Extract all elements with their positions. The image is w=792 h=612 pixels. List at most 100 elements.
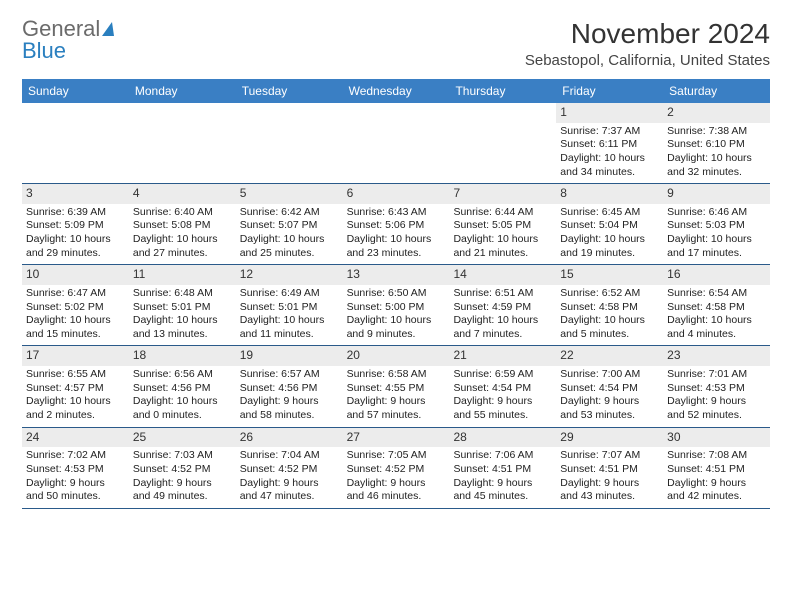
daylight-text: Daylight: 10 hours and 29 minutes. xyxy=(26,233,125,260)
sunrise-text: Sunrise: 7:05 AM xyxy=(347,449,446,463)
day-details: Sunrise: 6:49 AMSunset: 5:01 PMDaylight:… xyxy=(236,285,343,346)
day-cell: 2Sunrise: 7:38 AMSunset: 6:10 PMDaylight… xyxy=(663,103,770,183)
sunset-text: Sunset: 5:05 PM xyxy=(453,219,552,233)
day-header: Tuesday xyxy=(236,79,343,103)
sunrise-text: Sunrise: 7:37 AM xyxy=(560,125,659,139)
date-number xyxy=(22,103,129,107)
date-number: 11 xyxy=(129,265,236,285)
sunset-text: Sunset: 5:00 PM xyxy=(347,301,446,315)
date-number: 18 xyxy=(129,346,236,366)
sunset-text: Sunset: 4:53 PM xyxy=(26,463,125,477)
date-number xyxy=(343,103,450,107)
day-cell: 25Sunrise: 7:03 AMSunset: 4:52 PMDayligh… xyxy=(129,428,236,508)
day-header: Wednesday xyxy=(343,79,450,103)
sunset-text: Sunset: 5:02 PM xyxy=(26,301,125,315)
date-number: 24 xyxy=(22,428,129,448)
day-details: Sunrise: 6:48 AMSunset: 5:01 PMDaylight:… xyxy=(129,285,236,346)
sunrise-text: Sunrise: 6:58 AM xyxy=(347,368,446,382)
day-cell xyxy=(449,103,556,183)
sunrise-text: Sunrise: 6:47 AM xyxy=(26,287,125,301)
sunset-text: Sunset: 4:56 PM xyxy=(240,382,339,396)
daylight-text: Daylight: 10 hours and 34 minutes. xyxy=(560,152,659,179)
header: General Blue November 2024 Sebastopol, C… xyxy=(22,18,770,69)
day-details: Sunrise: 7:01 AMSunset: 4:53 PMDaylight:… xyxy=(663,366,770,427)
day-details: Sunrise: 6:58 AMSunset: 4:55 PMDaylight:… xyxy=(343,366,450,427)
sunset-text: Sunset: 4:51 PM xyxy=(560,463,659,477)
date-number: 26 xyxy=(236,428,343,448)
sunrise-text: Sunrise: 6:52 AM xyxy=(560,287,659,301)
date-number: 22 xyxy=(556,346,663,366)
day-cell xyxy=(236,103,343,183)
day-header: Sunday xyxy=(22,79,129,103)
sunset-text: Sunset: 5:06 PM xyxy=(347,219,446,233)
day-cell: 30Sunrise: 7:08 AMSunset: 4:51 PMDayligh… xyxy=(663,428,770,508)
daylight-text: Daylight: 10 hours and 17 minutes. xyxy=(667,233,766,260)
day-cell: 20Sunrise: 6:58 AMSunset: 4:55 PMDayligh… xyxy=(343,346,450,426)
day-header-row: SundayMondayTuesdayWednesdayThursdayFrid… xyxy=(22,79,770,103)
sunrise-text: Sunrise: 7:02 AM xyxy=(26,449,125,463)
date-number: 28 xyxy=(449,428,556,448)
date-number: 21 xyxy=(449,346,556,366)
day-details: Sunrise: 6:46 AMSunset: 5:03 PMDaylight:… xyxy=(663,204,770,265)
sunset-text: Sunset: 4:54 PM xyxy=(560,382,659,396)
date-number xyxy=(236,103,343,107)
date-number xyxy=(129,103,236,107)
day-details: Sunrise: 6:51 AMSunset: 4:59 PMDaylight:… xyxy=(449,285,556,346)
day-details: Sunrise: 6:47 AMSunset: 5:02 PMDaylight:… xyxy=(22,285,129,346)
daylight-text: Daylight: 9 hours and 46 minutes. xyxy=(347,477,446,504)
sunrise-text: Sunrise: 6:51 AM xyxy=(453,287,552,301)
day-cell: 15Sunrise: 6:52 AMSunset: 4:58 PMDayligh… xyxy=(556,265,663,345)
week-row: 17Sunrise: 6:55 AMSunset: 4:57 PMDayligh… xyxy=(22,345,770,426)
sunrise-text: Sunrise: 6:42 AM xyxy=(240,206,339,220)
day-details: Sunrise: 7:03 AMSunset: 4:52 PMDaylight:… xyxy=(129,447,236,508)
date-number: 3 xyxy=(22,184,129,204)
daylight-text: Daylight: 10 hours and 9 minutes. xyxy=(347,314,446,341)
day-details: Sunrise: 7:00 AMSunset: 4:54 PMDaylight:… xyxy=(556,366,663,427)
date-number: 29 xyxy=(556,428,663,448)
sunset-text: Sunset: 5:04 PM xyxy=(560,219,659,233)
day-header: Saturday xyxy=(663,79,770,103)
location: Sebastopol, California, United States xyxy=(525,52,770,69)
weeks-container: 1Sunrise: 7:37 AMSunset: 6:11 PMDaylight… xyxy=(22,103,770,508)
sunrise-text: Sunrise: 7:38 AM xyxy=(667,125,766,139)
sunset-text: Sunset: 6:10 PM xyxy=(667,138,766,152)
sunrise-text: Sunrise: 6:40 AM xyxy=(133,206,232,220)
sunrise-text: Sunrise: 6:39 AM xyxy=(26,206,125,220)
daylight-text: Daylight: 10 hours and 13 minutes. xyxy=(133,314,232,341)
sunrise-text: Sunrise: 6:46 AM xyxy=(667,206,766,220)
sunrise-text: Sunrise: 7:03 AM xyxy=(133,449,232,463)
day-details: Sunrise: 6:39 AMSunset: 5:09 PMDaylight:… xyxy=(22,204,129,265)
day-cell: 4Sunrise: 6:40 AMSunset: 5:08 PMDaylight… xyxy=(129,184,236,264)
sunset-text: Sunset: 4:58 PM xyxy=(560,301,659,315)
day-details: Sunrise: 6:50 AMSunset: 5:00 PMDaylight:… xyxy=(343,285,450,346)
daylight-text: Daylight: 9 hours and 52 minutes. xyxy=(667,395,766,422)
date-number: 25 xyxy=(129,428,236,448)
logo-text-general: General xyxy=(22,18,100,40)
sunrise-text: Sunrise: 7:08 AM xyxy=(667,449,766,463)
day-cell: 27Sunrise: 7:05 AMSunset: 4:52 PMDayligh… xyxy=(343,428,450,508)
daylight-text: Daylight: 10 hours and 25 minutes. xyxy=(240,233,339,260)
date-number: 14 xyxy=(449,265,556,285)
day-cell: 11Sunrise: 6:48 AMSunset: 5:01 PMDayligh… xyxy=(129,265,236,345)
daylight-text: Daylight: 10 hours and 23 minutes. xyxy=(347,233,446,260)
sunset-text: Sunset: 4:54 PM xyxy=(453,382,552,396)
sunset-text: Sunset: 4:52 PM xyxy=(240,463,339,477)
day-cell: 16Sunrise: 6:54 AMSunset: 4:58 PMDayligh… xyxy=(663,265,770,345)
daylight-text: Daylight: 10 hours and 15 minutes. xyxy=(26,314,125,341)
daylight-text: Daylight: 9 hours and 49 minutes. xyxy=(133,477,232,504)
date-number: 4 xyxy=(129,184,236,204)
sunrise-text: Sunrise: 6:57 AM xyxy=(240,368,339,382)
daylight-text: Daylight: 9 hours and 45 minutes. xyxy=(453,477,552,504)
day-cell: 28Sunrise: 7:06 AMSunset: 4:51 PMDayligh… xyxy=(449,428,556,508)
date-number: 8 xyxy=(556,184,663,204)
logo-sail-icon xyxy=(102,22,114,36)
week-row: 10Sunrise: 6:47 AMSunset: 5:02 PMDayligh… xyxy=(22,264,770,345)
day-cell: 23Sunrise: 7:01 AMSunset: 4:53 PMDayligh… xyxy=(663,346,770,426)
day-details: Sunrise: 6:57 AMSunset: 4:56 PMDaylight:… xyxy=(236,366,343,427)
sunset-text: Sunset: 4:51 PM xyxy=(453,463,552,477)
week-row: 1Sunrise: 7:37 AMSunset: 6:11 PMDaylight… xyxy=(22,103,770,183)
sunrise-text: Sunrise: 6:50 AM xyxy=(347,287,446,301)
logo: General Blue xyxy=(22,18,114,62)
day-header: Monday xyxy=(129,79,236,103)
daylight-text: Daylight: 10 hours and 32 minutes. xyxy=(667,152,766,179)
